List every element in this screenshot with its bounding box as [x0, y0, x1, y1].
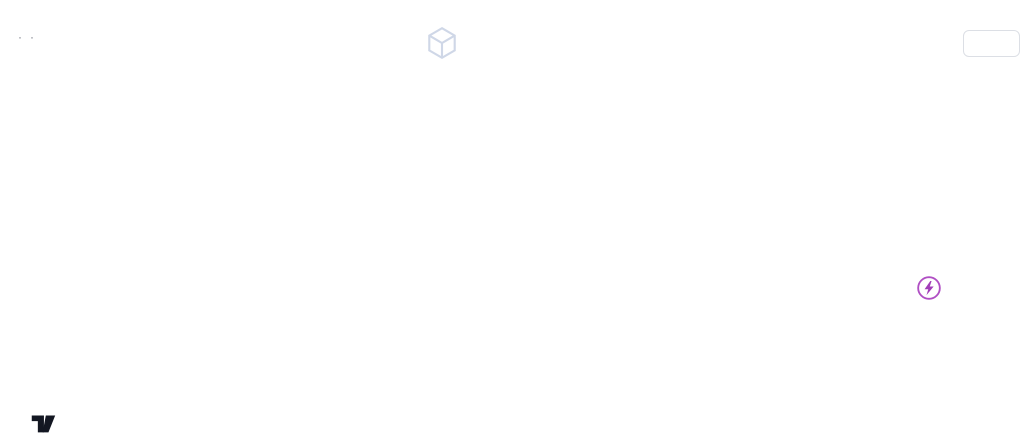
chart-legend: · · [14, 30, 46, 62]
tradingview-logo-icon [31, 414, 56, 432]
separator: · [18, 30, 22, 44]
currency-label [963, 30, 1020, 57]
symbol-row: · · [14, 30, 46, 45]
footer-bar [0, 395, 1024, 448]
ema-row [14, 46, 46, 61]
bolt-icon [924, 280, 934, 296]
watermark [424, 25, 467, 61]
lightning-bolt-button[interactable] [916, 275, 942, 301]
separator: · [30, 30, 34, 44]
investingcube-logo-icon [428, 26, 456, 60]
